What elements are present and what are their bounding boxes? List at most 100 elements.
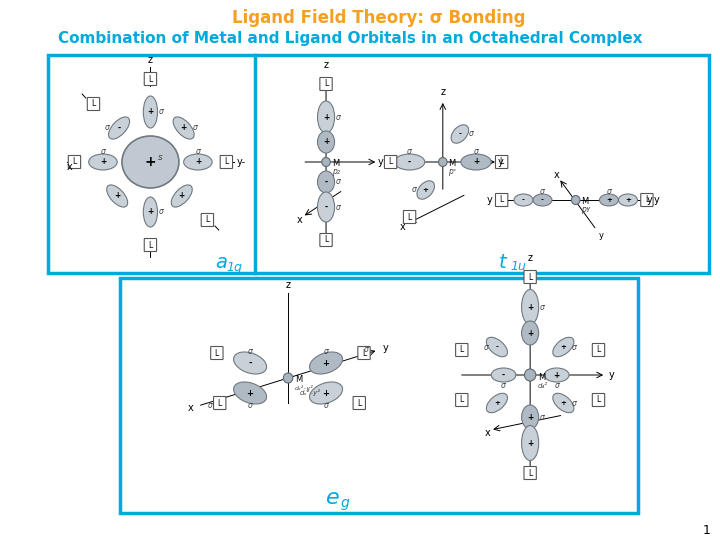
Ellipse shape xyxy=(451,125,469,143)
FancyBboxPatch shape xyxy=(524,467,536,480)
FancyBboxPatch shape xyxy=(495,156,508,168)
Text: -: - xyxy=(541,197,544,203)
Text: σ: σ xyxy=(323,401,328,409)
Text: σ: σ xyxy=(248,347,253,355)
Text: +: + xyxy=(323,112,329,122)
Text: L: L xyxy=(324,235,328,245)
Text: y: y xyxy=(498,157,503,167)
Text: M: M xyxy=(294,375,302,384)
Text: -: - xyxy=(248,359,252,368)
Text: σ: σ xyxy=(336,178,341,186)
Ellipse shape xyxy=(600,194,618,206)
Text: σ: σ xyxy=(474,146,479,156)
Text: Combination of Metal and Ligand Orbitals in an Octahedral Complex: Combination of Metal and Ligand Orbitals… xyxy=(58,30,642,45)
Ellipse shape xyxy=(89,154,117,170)
Text: L: L xyxy=(215,348,219,357)
Text: M: M xyxy=(332,159,339,168)
Text: dₓ²₋y²: dₓ²₋y² xyxy=(294,385,313,391)
Ellipse shape xyxy=(173,117,194,139)
Text: L: L xyxy=(596,395,600,404)
Text: +: + xyxy=(625,197,631,203)
Text: L: L xyxy=(148,75,153,84)
Text: σ: σ xyxy=(364,346,369,354)
Text: σ: σ xyxy=(469,130,474,138)
Text: σ: σ xyxy=(158,207,163,217)
Text: σ: σ xyxy=(484,342,489,352)
Ellipse shape xyxy=(521,405,539,429)
FancyBboxPatch shape xyxy=(641,193,653,206)
Text: +: + xyxy=(473,158,479,166)
Text: σ: σ xyxy=(572,342,576,352)
Text: σ: σ xyxy=(336,112,341,122)
Text: σ: σ xyxy=(540,186,545,195)
Ellipse shape xyxy=(533,194,552,206)
Text: 1g: 1g xyxy=(226,260,242,273)
Text: x: x xyxy=(67,162,73,172)
Text: L: L xyxy=(148,240,153,249)
Text: σ: σ xyxy=(248,401,253,409)
Text: -: - xyxy=(117,124,121,132)
Text: σ: σ xyxy=(323,347,328,355)
Text: L: L xyxy=(224,158,228,166)
Text: y: y xyxy=(383,343,389,353)
Text: +: + xyxy=(145,155,156,169)
Text: M: M xyxy=(538,373,545,381)
Text: x: x xyxy=(297,215,302,225)
FancyBboxPatch shape xyxy=(120,278,639,513)
Text: -: - xyxy=(502,370,505,380)
Text: a: a xyxy=(215,253,227,273)
Text: Ligand Field Theory: σ Bonding: Ligand Field Theory: σ Bonding xyxy=(232,9,525,27)
Text: +: + xyxy=(323,388,330,397)
Text: y: y xyxy=(487,195,492,205)
Text: +: + xyxy=(114,192,120,200)
Text: L: L xyxy=(389,158,392,166)
Ellipse shape xyxy=(283,373,293,383)
Text: -: - xyxy=(522,197,525,203)
FancyBboxPatch shape xyxy=(320,233,332,246)
Text: σ: σ xyxy=(101,146,105,156)
FancyBboxPatch shape xyxy=(456,394,468,407)
Ellipse shape xyxy=(514,194,533,206)
Text: -: - xyxy=(408,158,411,166)
Ellipse shape xyxy=(524,369,536,381)
Text: L: L xyxy=(528,273,532,281)
FancyBboxPatch shape xyxy=(495,193,508,206)
Ellipse shape xyxy=(521,426,539,461)
Text: σ: σ xyxy=(407,146,412,156)
Ellipse shape xyxy=(184,154,212,170)
Text: +: + xyxy=(148,207,153,217)
Ellipse shape xyxy=(618,194,637,206)
FancyBboxPatch shape xyxy=(456,343,468,356)
Ellipse shape xyxy=(395,154,425,170)
FancyBboxPatch shape xyxy=(220,156,233,168)
Text: σ: σ xyxy=(412,186,417,194)
Ellipse shape xyxy=(487,393,508,413)
Text: +: + xyxy=(554,370,560,380)
Text: z: z xyxy=(323,60,328,70)
Text: y: y xyxy=(647,195,652,205)
Text: L: L xyxy=(459,346,464,354)
Text: z: z xyxy=(441,87,445,97)
Ellipse shape xyxy=(310,352,343,374)
Text: 1u: 1u xyxy=(510,260,526,273)
FancyBboxPatch shape xyxy=(358,347,370,360)
Text: L: L xyxy=(72,158,76,166)
Ellipse shape xyxy=(318,131,335,153)
Text: -: - xyxy=(325,202,328,212)
Text: -: - xyxy=(495,344,498,350)
Text: pˣ: pˣ xyxy=(449,167,456,177)
FancyBboxPatch shape xyxy=(353,396,366,409)
Text: L: L xyxy=(500,158,504,166)
Text: σ: σ xyxy=(606,186,611,195)
FancyBboxPatch shape xyxy=(144,239,156,252)
FancyBboxPatch shape xyxy=(48,55,708,273)
Text: σ: σ xyxy=(540,302,545,312)
Text: pʏ: pʏ xyxy=(582,206,591,214)
Text: 1: 1 xyxy=(703,523,711,537)
Text: +: + xyxy=(148,107,153,117)
Text: L: L xyxy=(324,79,328,89)
Ellipse shape xyxy=(487,338,508,357)
Text: x: x xyxy=(554,170,559,180)
Text: +: + xyxy=(423,187,428,193)
FancyBboxPatch shape xyxy=(68,156,81,168)
